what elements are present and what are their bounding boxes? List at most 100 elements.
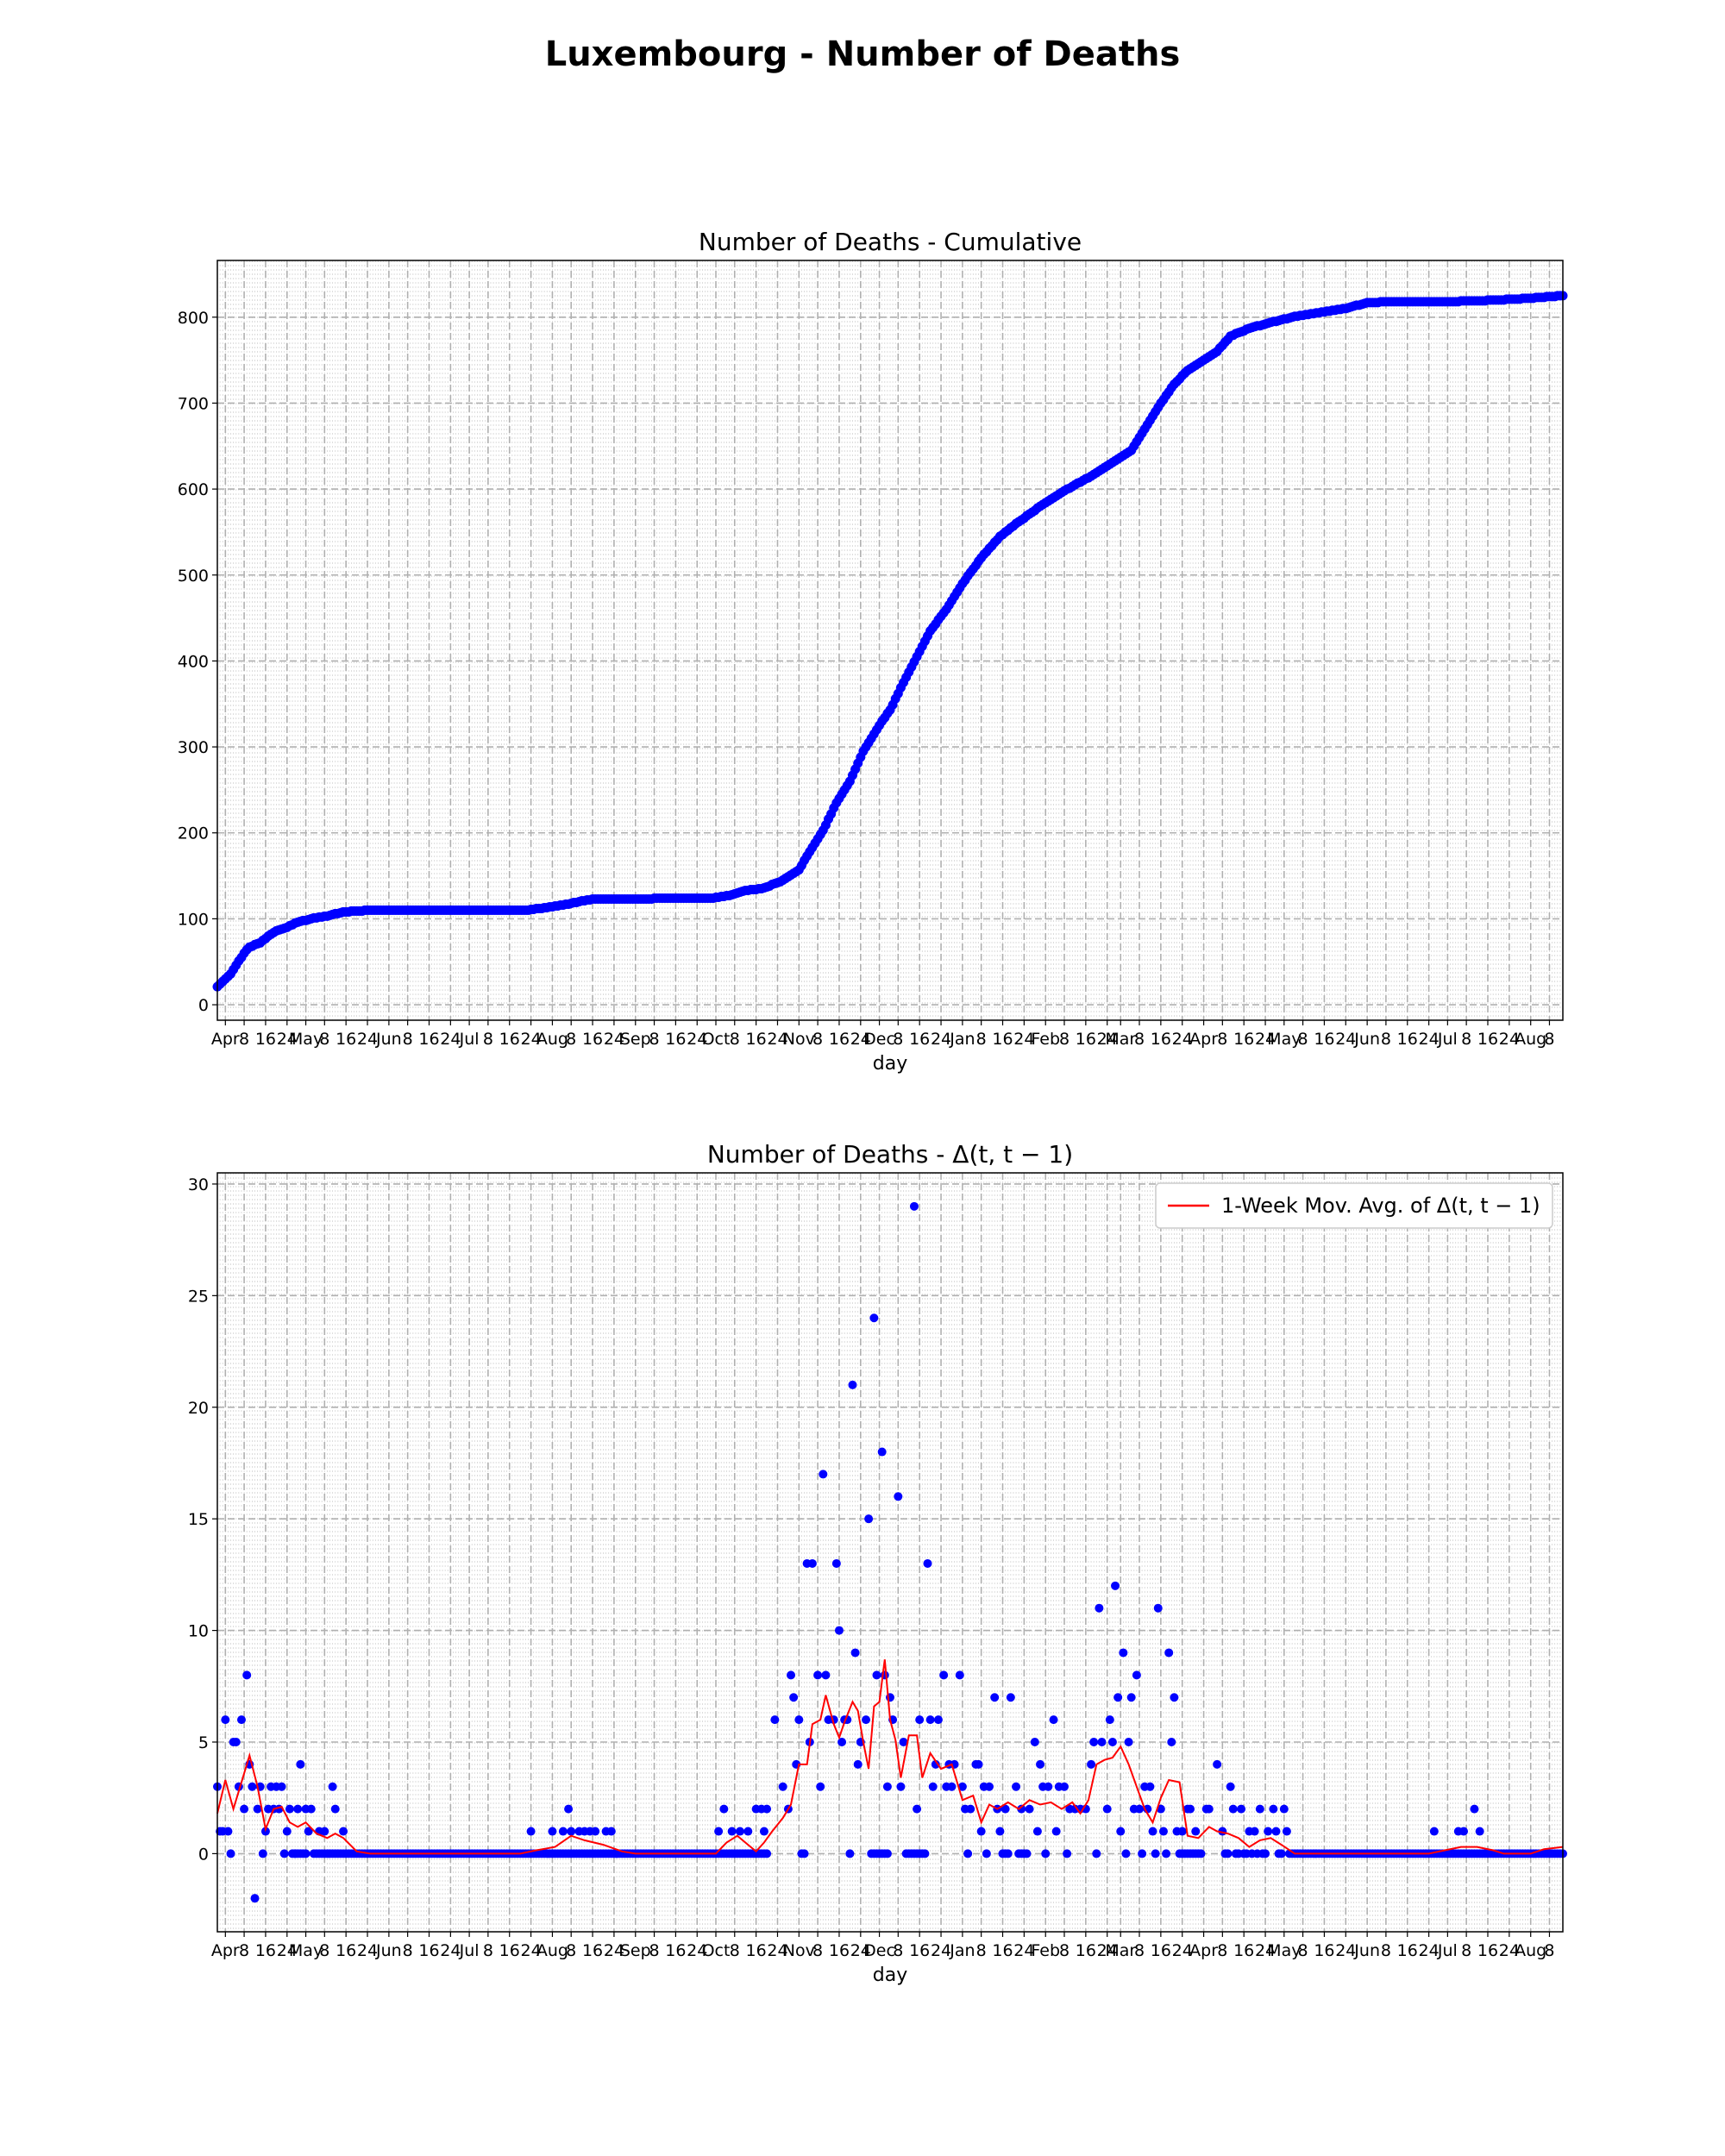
x-tick-label: 8 xyxy=(649,1030,659,1049)
x-tick-label: 24 xyxy=(687,1941,707,1960)
data-point xyxy=(1196,1849,1206,1858)
data-point xyxy=(240,1804,249,1814)
x-tick-label: Oct xyxy=(702,1941,731,1960)
data-point xyxy=(306,1804,316,1814)
data-point xyxy=(328,1782,337,1791)
data-point xyxy=(1250,1827,1259,1836)
y-tick-label: 0 xyxy=(198,996,209,1015)
data-point xyxy=(1000,1804,1010,1814)
x-tick-label: 16 xyxy=(1233,1030,1254,1049)
data-point xyxy=(931,1759,940,1769)
x-tick-label: 16 xyxy=(418,1030,439,1049)
x-tick-label: 24 xyxy=(440,1030,461,1049)
data-point xyxy=(1116,1827,1126,1836)
x-tick-label: 16 xyxy=(1477,1941,1498,1960)
data-point xyxy=(1162,1849,1171,1858)
data-point xyxy=(1006,1693,1015,1702)
data-point xyxy=(909,1201,919,1211)
data-point xyxy=(735,1827,744,1836)
data-point xyxy=(1177,1827,1187,1836)
x-tick-label: 24 xyxy=(1419,1030,1440,1049)
data-point xyxy=(807,1558,817,1568)
x-tick-label: Oct xyxy=(702,1030,731,1049)
data-point xyxy=(853,1759,862,1769)
y-tick-label: 200 xyxy=(178,824,209,843)
x-tick-label: 8 xyxy=(1544,1030,1554,1049)
x-tick-label: May xyxy=(1267,1030,1301,1049)
x-tick-label: 16 xyxy=(992,1941,1013,1960)
data-point xyxy=(787,1670,796,1680)
x-tick-label: 24 xyxy=(687,1030,707,1049)
x-tick-label: 24 xyxy=(520,1030,541,1049)
data-point xyxy=(1228,1804,1238,1814)
data-point xyxy=(567,1827,576,1836)
x-tick-label: 24 xyxy=(767,1030,787,1049)
x-tick-label: 16 xyxy=(665,1941,686,1960)
x-tick-label: 8 xyxy=(730,1941,740,1960)
daily-deaths-panel: Number of Deaths - Δ(t, t − 1) day 0 5 10 1… xyxy=(188,1140,1567,1986)
x-tick-label: 8 xyxy=(483,1030,493,1049)
x-tick-label: 24 xyxy=(850,1030,871,1049)
x-tick-label: Feb xyxy=(1031,1941,1060,1960)
data-point xyxy=(564,1804,574,1814)
x-tick-label: 24 xyxy=(1172,1030,1193,1049)
x-tick-label: 16 xyxy=(1397,1030,1418,1049)
data-point xyxy=(1121,1849,1131,1858)
x-tick-label: 8 xyxy=(1461,1941,1471,1960)
x-tick-label: 8 xyxy=(319,1030,329,1049)
x-tick-label: 16 xyxy=(1151,1030,1171,1049)
x-tick-label: 24 xyxy=(850,1941,871,1960)
x-tick-label: Aug xyxy=(1515,1941,1546,1960)
data-point xyxy=(1097,1738,1107,1746)
x-tick-label: Dec xyxy=(863,1030,895,1049)
data-point xyxy=(923,1558,932,1568)
x-tick-label: 8 xyxy=(1134,1941,1145,1960)
x-tick-label: 8 xyxy=(812,1030,823,1049)
y-tick-label: 400 xyxy=(178,652,209,671)
data-point xyxy=(1186,1804,1195,1814)
data-point xyxy=(279,1849,289,1858)
data-point xyxy=(282,1827,292,1836)
data-point xyxy=(1164,1648,1174,1658)
x-tick-label: 16 xyxy=(1076,1030,1096,1049)
data-point xyxy=(1475,1827,1484,1836)
data-point xyxy=(984,1782,994,1791)
data-point xyxy=(915,1715,925,1725)
x-tick-label: 24 xyxy=(1255,1030,1276,1049)
data-point xyxy=(819,1470,828,1479)
data-point xyxy=(762,1849,772,1858)
data-point xyxy=(291,1849,300,1858)
x-tick-label: 8 xyxy=(1134,1030,1145,1049)
data-point xyxy=(928,1782,938,1791)
data-point xyxy=(955,1670,964,1680)
data-point xyxy=(759,1827,768,1836)
data-point xyxy=(800,1849,809,1858)
data-point xyxy=(320,1827,329,1836)
x-tick-label: 8 xyxy=(812,1941,823,1960)
data-point xyxy=(864,1514,874,1524)
y-tick-label: 25 xyxy=(188,1287,209,1306)
data-point xyxy=(714,1827,724,1836)
x-tick-label: 24 xyxy=(767,1941,787,1960)
cumulative-x-axis-label: day xyxy=(873,1053,907,1075)
x-tick-label: Apr xyxy=(211,1941,240,1960)
data-point xyxy=(231,1738,241,1746)
x-tick-label: Mar xyxy=(1105,1030,1136,1049)
x-tick-label: 8 xyxy=(1381,1941,1391,1960)
data-point xyxy=(894,1492,903,1501)
x-tick-label: 16 xyxy=(582,1030,603,1049)
legend-label: 1-Week Mov. Avg. of Δ(t, t − 1) xyxy=(1221,1194,1540,1218)
data-point xyxy=(1044,1782,1053,1791)
x-tick-label: 16 xyxy=(336,1941,356,1960)
data-point xyxy=(1105,1715,1114,1725)
x-tick-label: 24 xyxy=(277,1030,298,1049)
data-point xyxy=(1138,1849,1147,1858)
data-point xyxy=(789,1693,799,1702)
data-point xyxy=(304,1827,313,1836)
x-tick-label: Mar xyxy=(1105,1941,1136,1960)
data-point xyxy=(277,1782,286,1791)
figure-title: Luxembourg - Number of Deaths xyxy=(544,34,1181,74)
x-tick-label: 16 xyxy=(829,1030,850,1049)
data-point xyxy=(877,1447,887,1457)
x-tick-label: May xyxy=(289,1030,323,1049)
